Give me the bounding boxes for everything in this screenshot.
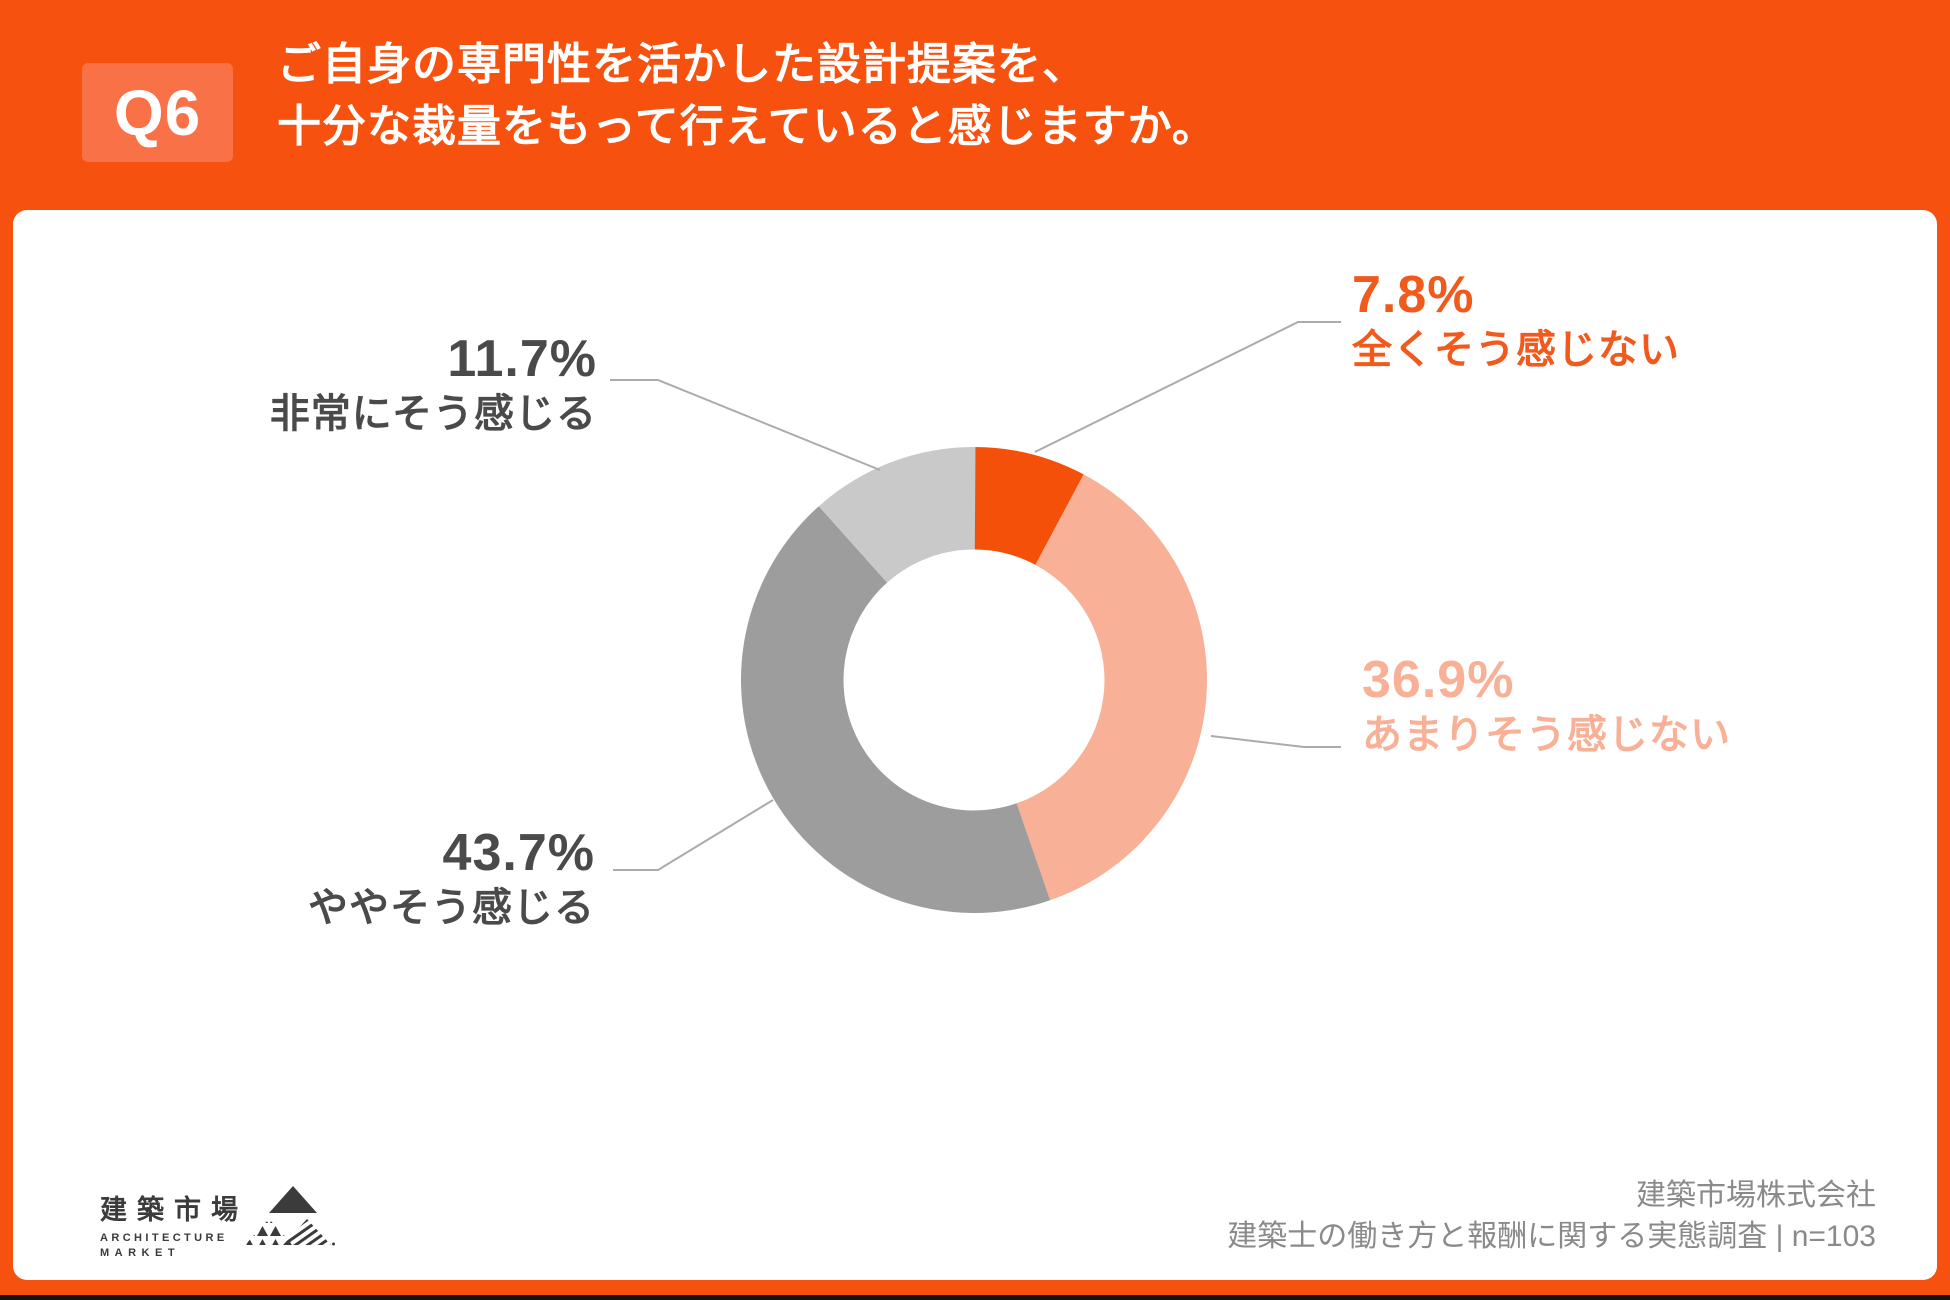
segment-percentage: 11.7% (447, 330, 597, 388)
segment-percentage: 43.7% (442, 824, 595, 882)
leader-line-2 (613, 799, 774, 871)
segment-label-strongly-agree: 11.7% 非常にそう感じる (270, 332, 597, 436)
donut-segment-2 (741, 506, 1051, 914)
survey-name: 建築士の働き方と報酬に関する実態調査 | n=103 (1227, 1219, 1876, 1253)
segment-category: ややそう感じる (308, 885, 595, 930)
donut-segment-1 (1016, 474, 1207, 901)
leader-line-3 (610, 379, 881, 471)
logo-name-en-1: ARCHITECTURE (100, 1232, 228, 1244)
donut-segment-3 (818, 447, 976, 583)
triangles-logo-icon (245, 1186, 335, 1246)
logo-dot (332, 1242, 335, 1246)
logo-name-en-2: MARKET (100, 1247, 181, 1259)
segment-percentage: 36.9% (1362, 651, 1515, 709)
segment-label-somewhat-agree: 43.7% ややそう感じる (308, 826, 595, 930)
bottom-edge (0, 1295, 1950, 1300)
segment-category: 非常にそう感じる (269, 391, 597, 436)
leader-line-1 (1210, 735, 1341, 748)
question-number-badge: Q6 (82, 63, 233, 162)
question-line-2: 十分な裁量をもって行えていると感じますか。 (277, 102, 1217, 152)
source-note: 建築市場株式会社 建築士の働き方と報酬に関する実態調査 | n=103 (1227, 1176, 1876, 1257)
segment-label-somewhat-disagree: 36.9% あまりそう感じない (1362, 653, 1731, 757)
logo-solid-triangle (269, 1186, 317, 1213)
question-line-1: ご自身の専門性を活かした設計提案を、 (277, 40, 1087, 89)
content-panel (13, 210, 1937, 1280)
segment-category: あまりそう感じない (1362, 712, 1731, 757)
segment-label-strongly-disagree: 7.8% 全くそう感じない (1352, 268, 1680, 372)
logo-name-jp: 建築市場 (100, 1195, 248, 1225)
company-logo: 建築市場 ARCHITECTURE MARKET (100, 1188, 248, 1259)
header-banner: Q6 ご自身の専門性を活かした設計提案を、 十分な裁量をもって行えていると感じま… (0, 0, 1950, 210)
donut-segment-0 (974, 447, 1084, 565)
question-number: Q6 (113, 76, 202, 149)
question-title: ご自身の専門性を活かした設計提案を、 十分な裁量をもって行えていると感じますか。 (277, 34, 1217, 159)
logo-dotted-triangle (245, 1219, 293, 1245)
segment-percentage: 7.8% (1352, 266, 1475, 324)
leader-line-0 (1034, 321, 1341, 453)
company-name: 建築市場株式会社 (1636, 1179, 1876, 1212)
segment-category: 全くそう感じない (1352, 327, 1680, 372)
logo-striped-triangle (283, 1219, 331, 1245)
